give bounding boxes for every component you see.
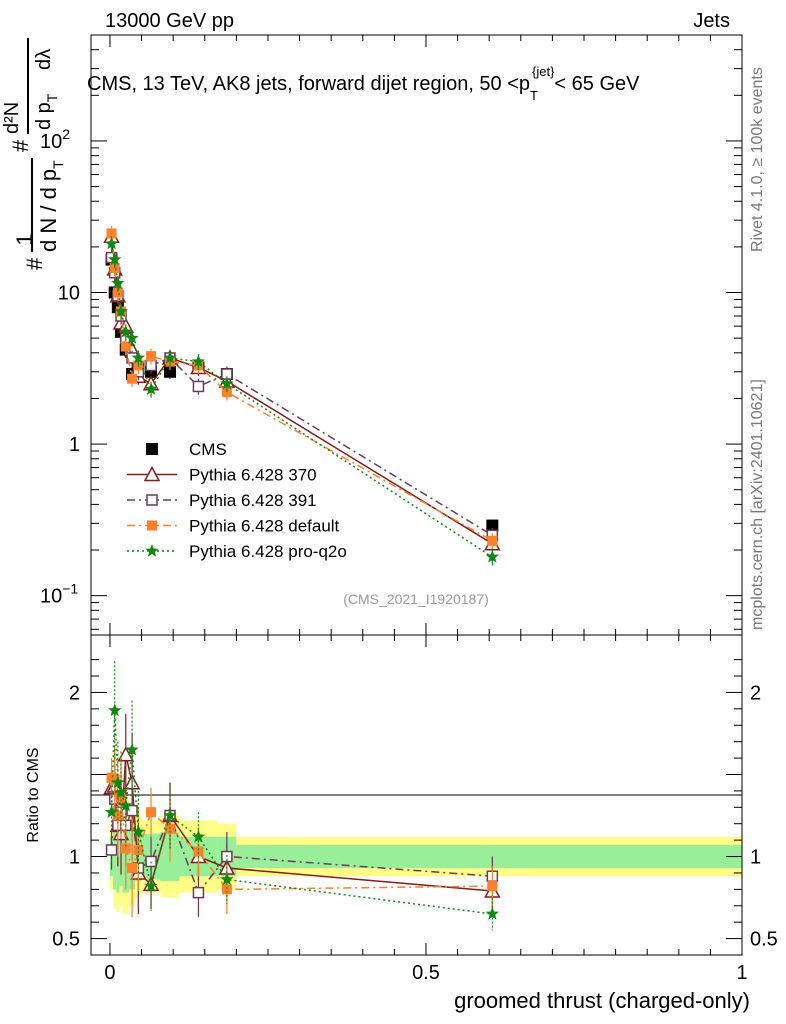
ratio-point-pdefault <box>487 881 498 892</box>
point-pq2o <box>144 382 158 395</box>
ratio-point-pq2o <box>220 872 234 886</box>
ratio-tick-label-right: 1 <box>750 847 761 869</box>
ratio-tick-label: 1 <box>69 847 80 869</box>
ratio-band-inner <box>236 845 742 869</box>
svg-text:#: # <box>8 139 33 152</box>
ratio-point-pq2o <box>104 805 119 818</box>
ratio-point-pq2o <box>119 798 133 812</box>
ratio-point-pdefault <box>146 807 157 818</box>
point-pq2o <box>114 304 128 318</box>
ratio-band-inner <box>113 823 117 890</box>
ratio-series <box>103 661 501 931</box>
ratio-point-pq2o <box>131 824 146 838</box>
y-tick-label: 1 <box>69 434 80 456</box>
ratio-point-pdefault <box>120 843 131 854</box>
point-pq2o <box>104 236 119 250</box>
legend: CMS Pythia 6.428 370 Pythia 6.428 391 Pythi… <box>127 440 347 561</box>
analysis-id: (CMS_2021_I1920187) <box>343 591 489 607</box>
point-pq2o <box>119 324 133 338</box>
category-label: Jets <box>693 10 730 32</box>
ratio-point-pq2o <box>163 808 177 822</box>
ratio-point-pq2o <box>144 879 158 892</box>
legend-label-pq2o: Pythia 6.428 pro-q2o <box>189 542 347 561</box>
rivet-label: Rivet 4.1.0, ≥ 100k events <box>749 67 766 252</box>
svg-text:d²N: d²N <box>1 102 23 134</box>
ratio-point-p391 <box>105 844 118 856</box>
ratio-tick-label-right: 0.5 <box>750 929 778 951</box>
x-tick-label: 0.5 <box>412 962 440 984</box>
ratio-point-pdefault <box>109 774 120 785</box>
ratio-uncertainty-bands <box>109 799 742 914</box>
x-axis-label: groomed thrust (charged-only) <box>454 988 750 1013</box>
y-tick-label: 10 <box>58 283 80 305</box>
plot-title-end: < 65 GeV <box>554 73 640 95</box>
point-pq2o <box>131 351 146 364</box>
point-pdefault <box>127 373 138 384</box>
point-pdefault <box>146 351 157 362</box>
y-tick-label: 10−1 <box>40 581 78 608</box>
legend-marker-p391 <box>146 494 158 506</box>
axis-ticks <box>91 34 743 955</box>
point-pdefault <box>109 263 120 274</box>
svg-text:d N / d pT: d N / d pT <box>36 160 66 252</box>
y-axis-label: # 1 d N / d pT # d²N d pT dλ <box>1 38 66 270</box>
svg-text:dλ: dλ <box>33 49 55 70</box>
series-line-pq2o <box>110 243 493 558</box>
legend-marker-p370 <box>143 465 161 482</box>
ratio-point-pdefault <box>127 863 138 874</box>
ratio-axis-label: Ratio to CMS <box>25 747 42 842</box>
y-axis-label-text: # 1 <box>12 233 47 270</box>
energy-label: 13000 GeV pp <box>105 10 234 32</box>
ratio-tick-label: 2 <box>69 682 80 704</box>
point-pdefault <box>487 535 498 546</box>
point-pdefault <box>120 341 131 352</box>
point-p391 <box>192 380 205 393</box>
point-pq2o <box>485 550 499 563</box>
point-pdefault <box>106 228 117 239</box>
ratio-point-pq2o <box>125 742 139 756</box>
legend-marker-cms <box>146 443 158 455</box>
ratio-tick-label: 0.5 <box>52 929 80 951</box>
point-pq2o <box>108 252 122 266</box>
ratio-point-pq2o <box>191 829 206 843</box>
point-pq2o <box>125 331 139 344</box>
point-pdefault <box>112 287 123 298</box>
y-tick-label: 102 <box>40 126 70 153</box>
plot-title-sub: T <box>530 88 538 103</box>
ratio-point-pq2o <box>108 703 122 717</box>
ratio-point-pdefault <box>133 844 144 855</box>
legend-label-p370: Pythia 6.428 370 <box>189 466 317 485</box>
point-pq2o <box>191 354 206 368</box>
point-cms <box>164 365 177 378</box>
plot-title-main: CMS, 13 TeV, AK8 jets, forward dijet reg… <box>87 73 530 95</box>
mcplots-label: mcplots.cern.ch [arXiv:2401.10621] <box>749 379 766 630</box>
legend-label-p391: Pythia 6.428 391 <box>189 491 317 510</box>
point-pq2o <box>111 276 125 289</box>
ratio-point-pdefault <box>221 884 232 895</box>
ratio-point-pdefault <box>193 846 204 857</box>
ratio-point-pq2o <box>111 775 125 789</box>
point-pq2o <box>163 351 177 364</box>
main-series <box>103 226 501 566</box>
ratio-point-pq2o <box>114 785 128 799</box>
legend-marker-pdefault <box>147 520 157 531</box>
svg-text:d pT: d pT <box>33 93 60 130</box>
legend-label-pdefault: Pythia 6.428 default <box>189 517 340 536</box>
legend-marker-pq2o <box>145 544 159 557</box>
plot-title: CMS, 13 TeV, AK8 jets, forward dijet reg… <box>87 64 640 103</box>
point-cms <box>486 519 499 532</box>
ratio-tick-label-right: 2 <box>750 682 761 704</box>
legend-label-cms: CMS <box>189 440 227 459</box>
ratio-point-pq2o <box>485 907 499 920</box>
plot-title-sup: {jet} <box>532 64 555 79</box>
x-tick-label: 0 <box>104 962 115 984</box>
point-pq2o <box>220 376 234 390</box>
ratio-line-pdefault <box>111 777 493 891</box>
x-tick-label: 1 <box>736 962 747 984</box>
ratio-point-p391 <box>192 886 205 899</box>
